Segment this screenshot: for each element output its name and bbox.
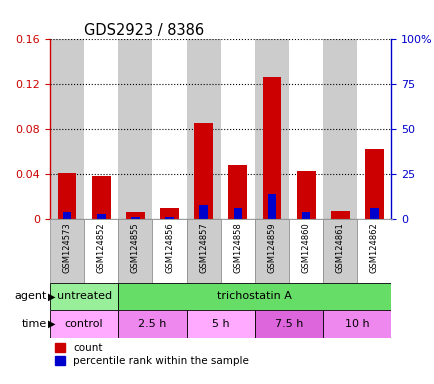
Text: GSM124852: GSM124852 — [96, 222, 105, 273]
Text: 7.5 h: 7.5 h — [274, 319, 302, 329]
Bar — [330, 211, 349, 219]
Bar — [322, 39, 357, 219]
Bar — [254, 310, 322, 338]
Text: GSM124859: GSM124859 — [267, 222, 276, 273]
Bar — [233, 209, 242, 219]
Bar — [267, 194, 276, 219]
Bar — [289, 39, 322, 219]
Bar — [186, 39, 220, 219]
Bar — [92, 176, 110, 219]
Bar — [186, 219, 220, 283]
Bar — [118, 39, 152, 219]
Bar — [118, 219, 152, 283]
Bar — [160, 208, 178, 219]
Bar — [186, 310, 254, 338]
Text: trichostatin A: trichostatin A — [217, 291, 292, 301]
Text: 5 h: 5 h — [211, 319, 229, 329]
Bar — [220, 219, 254, 283]
Bar — [50, 310, 118, 338]
Bar — [84, 39, 118, 219]
Bar — [84, 219, 118, 283]
Bar — [289, 219, 322, 283]
Bar — [220, 39, 254, 219]
Bar — [364, 149, 383, 219]
Bar — [262, 77, 281, 219]
Text: GSM124862: GSM124862 — [369, 222, 378, 273]
Text: GSM124855: GSM124855 — [131, 222, 140, 273]
Bar — [131, 217, 139, 219]
Bar — [165, 217, 174, 219]
Text: ▶: ▶ — [48, 291, 56, 301]
Bar — [50, 39, 84, 219]
Bar — [97, 214, 105, 219]
Text: control: control — [65, 319, 103, 329]
Text: GSM124856: GSM124856 — [164, 222, 174, 273]
Text: GSM124857: GSM124857 — [199, 222, 208, 273]
Bar — [58, 173, 76, 219]
Bar — [254, 39, 289, 219]
Bar — [118, 310, 186, 338]
Bar — [152, 219, 186, 283]
Text: GSM124858: GSM124858 — [233, 222, 242, 273]
Bar — [296, 171, 315, 219]
Text: GSM124573: GSM124573 — [62, 222, 72, 273]
Bar — [50, 219, 84, 283]
Text: untreated: untreated — [56, 291, 112, 301]
Bar — [322, 219, 357, 283]
Bar — [126, 212, 145, 219]
Text: agent: agent — [14, 291, 46, 301]
Text: GSM124860: GSM124860 — [301, 222, 310, 273]
Bar — [228, 165, 247, 219]
Bar — [357, 39, 391, 219]
Text: GSM124861: GSM124861 — [335, 222, 344, 273]
Bar — [62, 212, 71, 219]
Text: 10 h: 10 h — [344, 319, 369, 329]
Bar — [254, 219, 289, 283]
Bar — [50, 283, 118, 310]
Bar — [194, 123, 213, 219]
Text: time: time — [21, 319, 46, 329]
Text: GDS2923 / 8386: GDS2923 / 8386 — [84, 23, 204, 38]
Bar — [152, 39, 186, 219]
Text: 2.5 h: 2.5 h — [138, 319, 166, 329]
Bar — [357, 219, 391, 283]
Legend: count, percentile rank within the sample: count, percentile rank within the sample — [55, 343, 248, 366]
Bar — [118, 283, 391, 310]
Bar — [199, 205, 207, 219]
Bar — [322, 310, 391, 338]
Text: ▶: ▶ — [48, 319, 56, 329]
Bar — [369, 209, 378, 219]
Bar — [301, 212, 310, 219]
